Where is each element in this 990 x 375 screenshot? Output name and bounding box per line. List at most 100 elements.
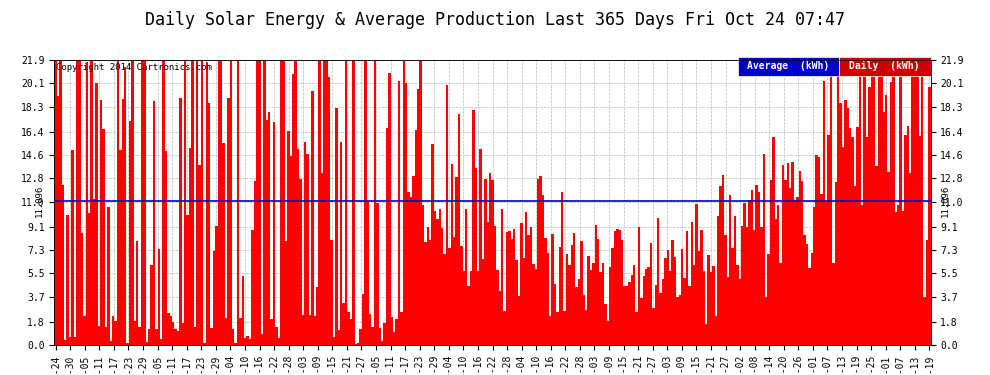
Text: 11.096: 11.096 <box>941 184 950 217</box>
Bar <box>347 312 349 345</box>
Bar <box>174 329 177 345</box>
Bar <box>304 142 307 345</box>
Bar <box>270 320 273 345</box>
Bar <box>132 60 134 345</box>
Bar <box>59 60 61 345</box>
Bar <box>319 60 321 345</box>
Bar <box>678 295 681 345</box>
Bar <box>811 253 813 345</box>
Bar <box>54 60 56 345</box>
Bar <box>755 185 757 345</box>
Bar <box>410 197 412 345</box>
Bar <box>578 279 580 345</box>
Bar <box>929 87 931 345</box>
Bar <box>907 126 909 345</box>
Bar <box>796 197 799 345</box>
Bar <box>386 128 388 345</box>
Bar <box>669 271 671 345</box>
Bar <box>282 60 285 345</box>
Bar <box>64 340 66 345</box>
Bar <box>297 148 299 345</box>
Bar <box>880 76 883 345</box>
Bar <box>885 95 887 345</box>
Bar <box>460 246 462 345</box>
Bar <box>294 60 297 345</box>
Bar <box>400 312 403 345</box>
Bar <box>198 165 201 345</box>
Bar <box>633 266 636 345</box>
Bar <box>371 327 373 345</box>
Bar <box>858 60 861 345</box>
Bar <box>477 271 479 345</box>
Bar <box>870 66 873 345</box>
Bar <box>926 240 929 345</box>
Bar <box>582 295 585 345</box>
Bar <box>71 150 73 345</box>
Bar <box>361 294 364 345</box>
Bar <box>737 265 739 345</box>
Bar <box>381 341 383 345</box>
Bar <box>129 121 132 345</box>
Bar <box>311 91 314 345</box>
Bar <box>700 230 703 345</box>
Bar <box>390 317 393 345</box>
Bar <box>165 151 167 345</box>
Bar <box>641 298 643 345</box>
Bar <box>494 226 496 345</box>
Bar <box>734 216 737 345</box>
Bar <box>683 278 686 345</box>
Bar <box>338 330 341 345</box>
Bar <box>88 213 90 345</box>
Bar <box>439 209 441 345</box>
Bar <box>395 319 398 345</box>
Bar <box>825 202 828 345</box>
Bar <box>354 344 357 345</box>
Bar <box>248 339 251 345</box>
Bar <box>299 178 302 345</box>
Bar <box>619 230 621 345</box>
Bar <box>369 314 371 345</box>
Bar <box>501 209 503 345</box>
Bar <box>760 227 762 345</box>
Bar <box>712 266 715 345</box>
Bar <box>846 108 849 345</box>
Bar <box>228 98 230 345</box>
Bar <box>720 186 722 345</box>
Bar <box>102 129 105 345</box>
Bar <box>558 247 561 345</box>
Bar <box>486 222 489 345</box>
Bar <box>95 84 98 345</box>
Bar <box>112 316 115 345</box>
Bar <box>432 144 434 345</box>
Bar <box>878 60 880 345</box>
Bar <box>383 323 386 345</box>
Bar <box>352 60 354 345</box>
Bar <box>813 207 816 345</box>
Bar <box>657 218 659 345</box>
Bar <box>540 176 542 345</box>
Bar <box>659 293 661 345</box>
Bar <box>844 100 846 345</box>
Bar <box>661 279 664 345</box>
Bar <box>403 60 405 345</box>
Bar <box>56 96 59 345</box>
Bar <box>258 60 261 345</box>
Bar <box>326 60 328 345</box>
Bar <box>765 297 767 345</box>
Bar <box>801 181 803 345</box>
Bar <box>820 194 823 345</box>
Bar <box>437 219 439 345</box>
Bar <box>341 142 343 345</box>
Bar <box>856 127 858 345</box>
Bar <box>686 231 688 345</box>
FancyBboxPatch shape <box>839 57 931 76</box>
Bar <box>708 255 710 345</box>
Bar <box>328 77 331 345</box>
Bar <box>568 266 570 345</box>
Bar <box>861 205 863 345</box>
Bar <box>590 270 592 345</box>
Bar <box>853 186 856 345</box>
Bar <box>636 312 638 345</box>
Bar <box>664 258 666 345</box>
Bar <box>213 251 215 345</box>
